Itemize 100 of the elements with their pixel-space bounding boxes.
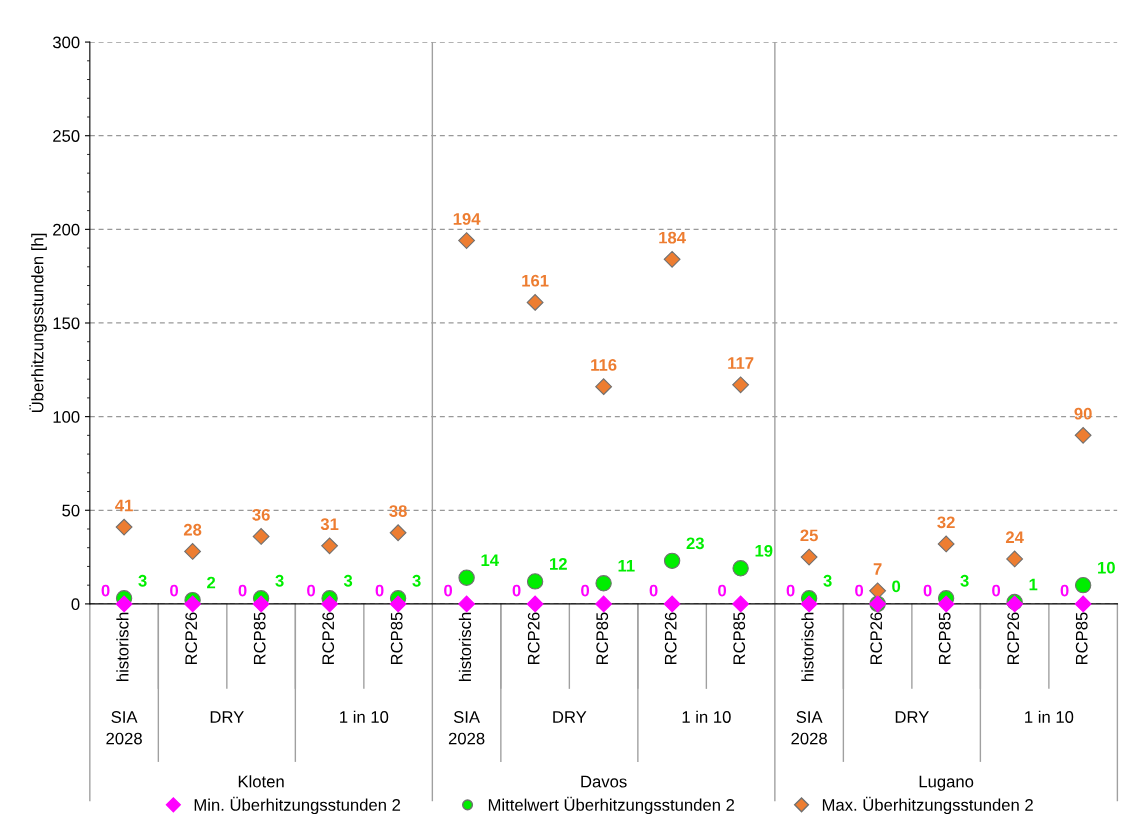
x-tick-label: RCP85: [1075, 612, 1088, 665]
data-label: 0: [375, 584, 384, 597]
data-label: 0: [1060, 584, 1069, 597]
point: [184, 595, 202, 613]
data-label: 3: [275, 574, 284, 587]
x-tick-label: RCP85: [938, 612, 951, 665]
y-tick-label: 50: [62, 504, 80, 517]
point: [526, 293, 544, 311]
point: [115, 518, 133, 536]
point: [800, 548, 818, 566]
data-label: 0: [444, 584, 453, 597]
x-tick-label: RCP85: [596, 612, 609, 665]
text: DRY: [210, 711, 244, 723]
point: [115, 595, 133, 613]
point: [458, 595, 476, 613]
x-tick-label: RCP85: [733, 612, 746, 665]
data-label: 32: [937, 516, 955, 529]
y-tick-label: 200: [53, 223, 80, 236]
data-label: 10: [1098, 561, 1115, 574]
data-label: 31: [320, 518, 339, 531]
x-tick-label: historisch: [116, 612, 129, 681]
point: [389, 595, 407, 613]
data-label: 0: [786, 584, 795, 597]
data-label: 0: [101, 584, 110, 597]
data-label: 0: [581, 584, 590, 597]
y-tick-label: 150: [53, 317, 80, 330]
x-tick-label: RCP26: [185, 612, 198, 665]
point: [458, 232, 476, 249]
data-label: 0: [170, 584, 179, 597]
point: [595, 575, 612, 592]
point: [1006, 550, 1024, 568]
data-label: 23: [686, 537, 704, 550]
legend-label: Max. Überhitzungsstunden 2: [822, 796, 1033, 815]
point: [595, 595, 613, 613]
data-label: 25: [800, 529, 818, 542]
y-tick-label: 0: [71, 598, 80, 611]
data-label: 38: [389, 505, 407, 517]
data-label: 3: [412, 574, 421, 587]
x-tick-label: RCP85: [390, 612, 403, 665]
point: [869, 582, 887, 600]
point: [732, 595, 750, 613]
text: 1 in 10: [682, 710, 731, 723]
point: [321, 595, 339, 613]
data-label: 0: [992, 584, 1001, 597]
point: [937, 535, 955, 553]
point: [184, 543, 202, 560]
text: SIA 2028: [106, 711, 142, 745]
text: SIA 2028: [791, 711, 827, 745]
point: [526, 595, 544, 613]
data-label: 90: [1074, 407, 1092, 420]
data-label: 0: [512, 584, 521, 597]
data-label: 116: [591, 359, 617, 371]
data-label: 7: [873, 563, 882, 575]
point: [1074, 595, 1092, 613]
x-tick-label: historisch: [801, 612, 814, 681]
text: 1 in 10: [1025, 710, 1074, 723]
text: Kloten: [238, 775, 284, 788]
point: [252, 528, 270, 545]
x-tick-label: RCP26: [1007, 612, 1020, 665]
data-label: 3: [823, 574, 832, 587]
data-label: 0: [649, 584, 658, 597]
text: Davos: [581, 775, 627, 788]
point: [595, 378, 613, 396]
x-tick-label: RCP26: [322, 612, 335, 665]
text: Lugano: [919, 775, 974, 791]
data-label: 36: [252, 508, 270, 521]
point: [1074, 576, 1092, 594]
data-label: 117: [728, 357, 754, 369]
point: [526, 573, 544, 590]
data-label: 19: [755, 544, 773, 557]
data-label: 14: [481, 554, 499, 566]
data-label: 1: [1029, 578, 1038, 591]
point: [937, 595, 955, 613]
x-tick-label: RCP26: [664, 612, 677, 665]
y-tick-label: 250: [53, 130, 80, 142]
data-label: 161: [522, 274, 549, 287]
data-label: 24: [1005, 531, 1024, 543]
data-label: 0: [855, 584, 864, 597]
point: [1074, 426, 1092, 444]
point: [800, 595, 818, 613]
legend-label: Mittelwert Überhitzungsstunden 2: [488, 796, 735, 815]
data-label: 12: [550, 558, 567, 570]
y-axis-title: Überhitzungsstunden [h]: [29, 233, 47, 413]
x-tick-label: RCP85: [253, 612, 266, 665]
text: DRY: [553, 711, 587, 723]
point: [732, 560, 749, 577]
data-label: 2: [207, 576, 216, 589]
text: DRY: [895, 711, 929, 723]
point: [663, 250, 681, 268]
data-label: 184: [659, 231, 686, 244]
point: [732, 376, 750, 394]
data-label: 3: [343, 574, 353, 587]
data-label: 0: [923, 584, 932, 597]
legend-label: Min. Überhitzungsstunden 2: [194, 796, 401, 815]
data-label: 3: [960, 574, 969, 587]
x-tick-label: RCP26: [527, 612, 540, 665]
x-tick-label: RCP26: [870, 612, 883, 665]
data-label: 11: [618, 560, 635, 572]
y-tick-label: 100: [53, 411, 80, 423]
data-label: 3: [138, 574, 147, 587]
